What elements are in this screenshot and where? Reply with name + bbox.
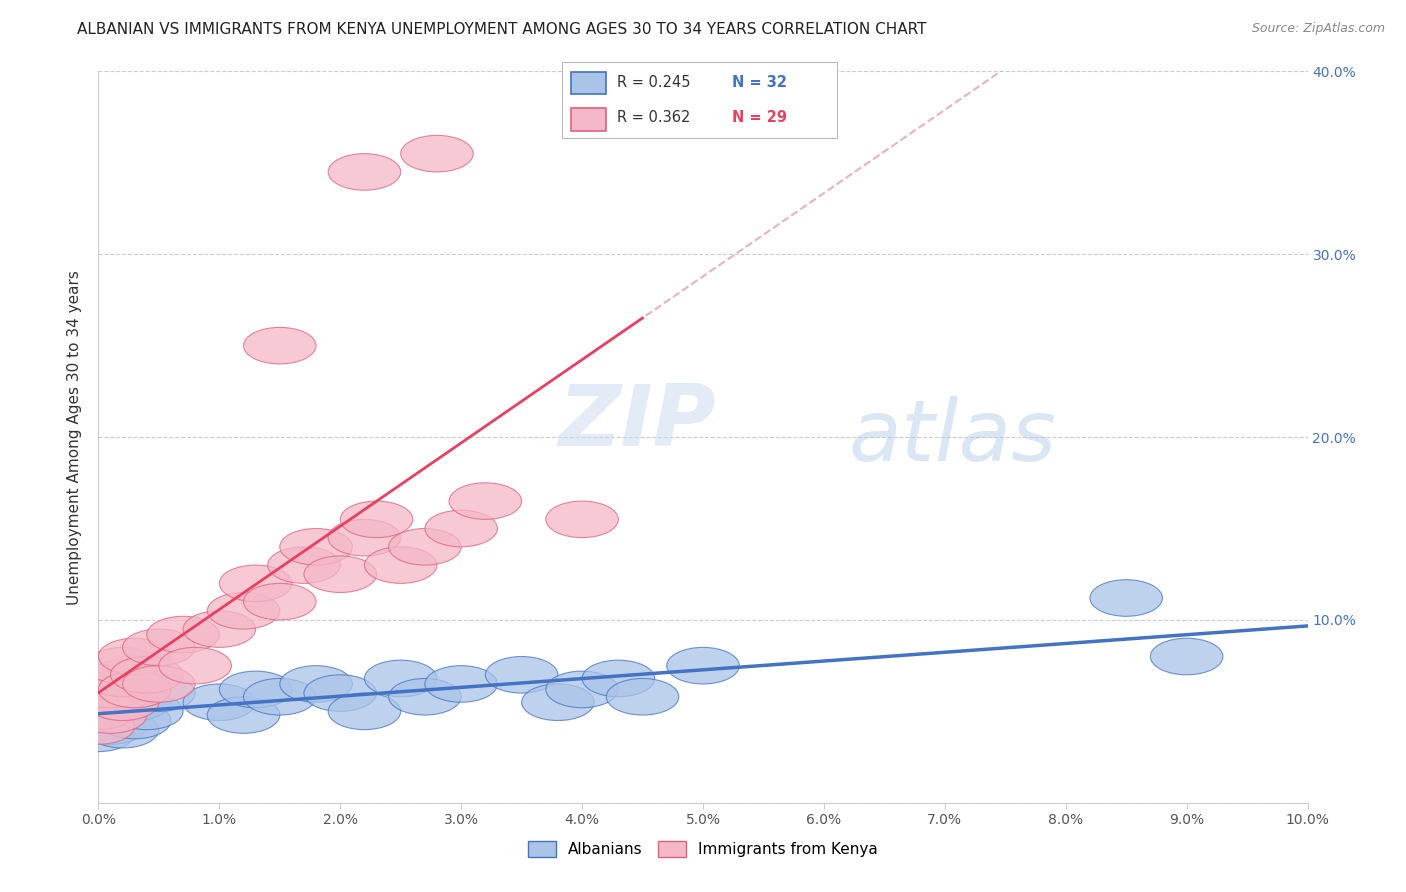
FancyBboxPatch shape xyxy=(571,71,606,95)
Text: N = 32: N = 32 xyxy=(733,75,787,90)
Text: atlas: atlas xyxy=(848,395,1056,479)
Text: N = 29: N = 29 xyxy=(733,111,787,125)
Text: ZIP: ZIP xyxy=(558,381,716,464)
Text: Source: ZipAtlas.com: Source: ZipAtlas.com xyxy=(1251,22,1385,36)
Legend: Albanians, Immigrants from Kenya: Albanians, Immigrants from Kenya xyxy=(520,833,886,864)
Text: R = 0.362: R = 0.362 xyxy=(617,111,690,125)
Y-axis label: Unemployment Among Ages 30 to 34 years: Unemployment Among Ages 30 to 34 years xyxy=(67,269,83,605)
Text: R = 0.245: R = 0.245 xyxy=(617,75,690,90)
Text: ALBANIAN VS IMMIGRANTS FROM KENYA UNEMPLOYMENT AMONG AGES 30 TO 34 YEARS CORRELA: ALBANIAN VS IMMIGRANTS FROM KENYA UNEMPL… xyxy=(77,22,927,37)
FancyBboxPatch shape xyxy=(571,108,606,130)
